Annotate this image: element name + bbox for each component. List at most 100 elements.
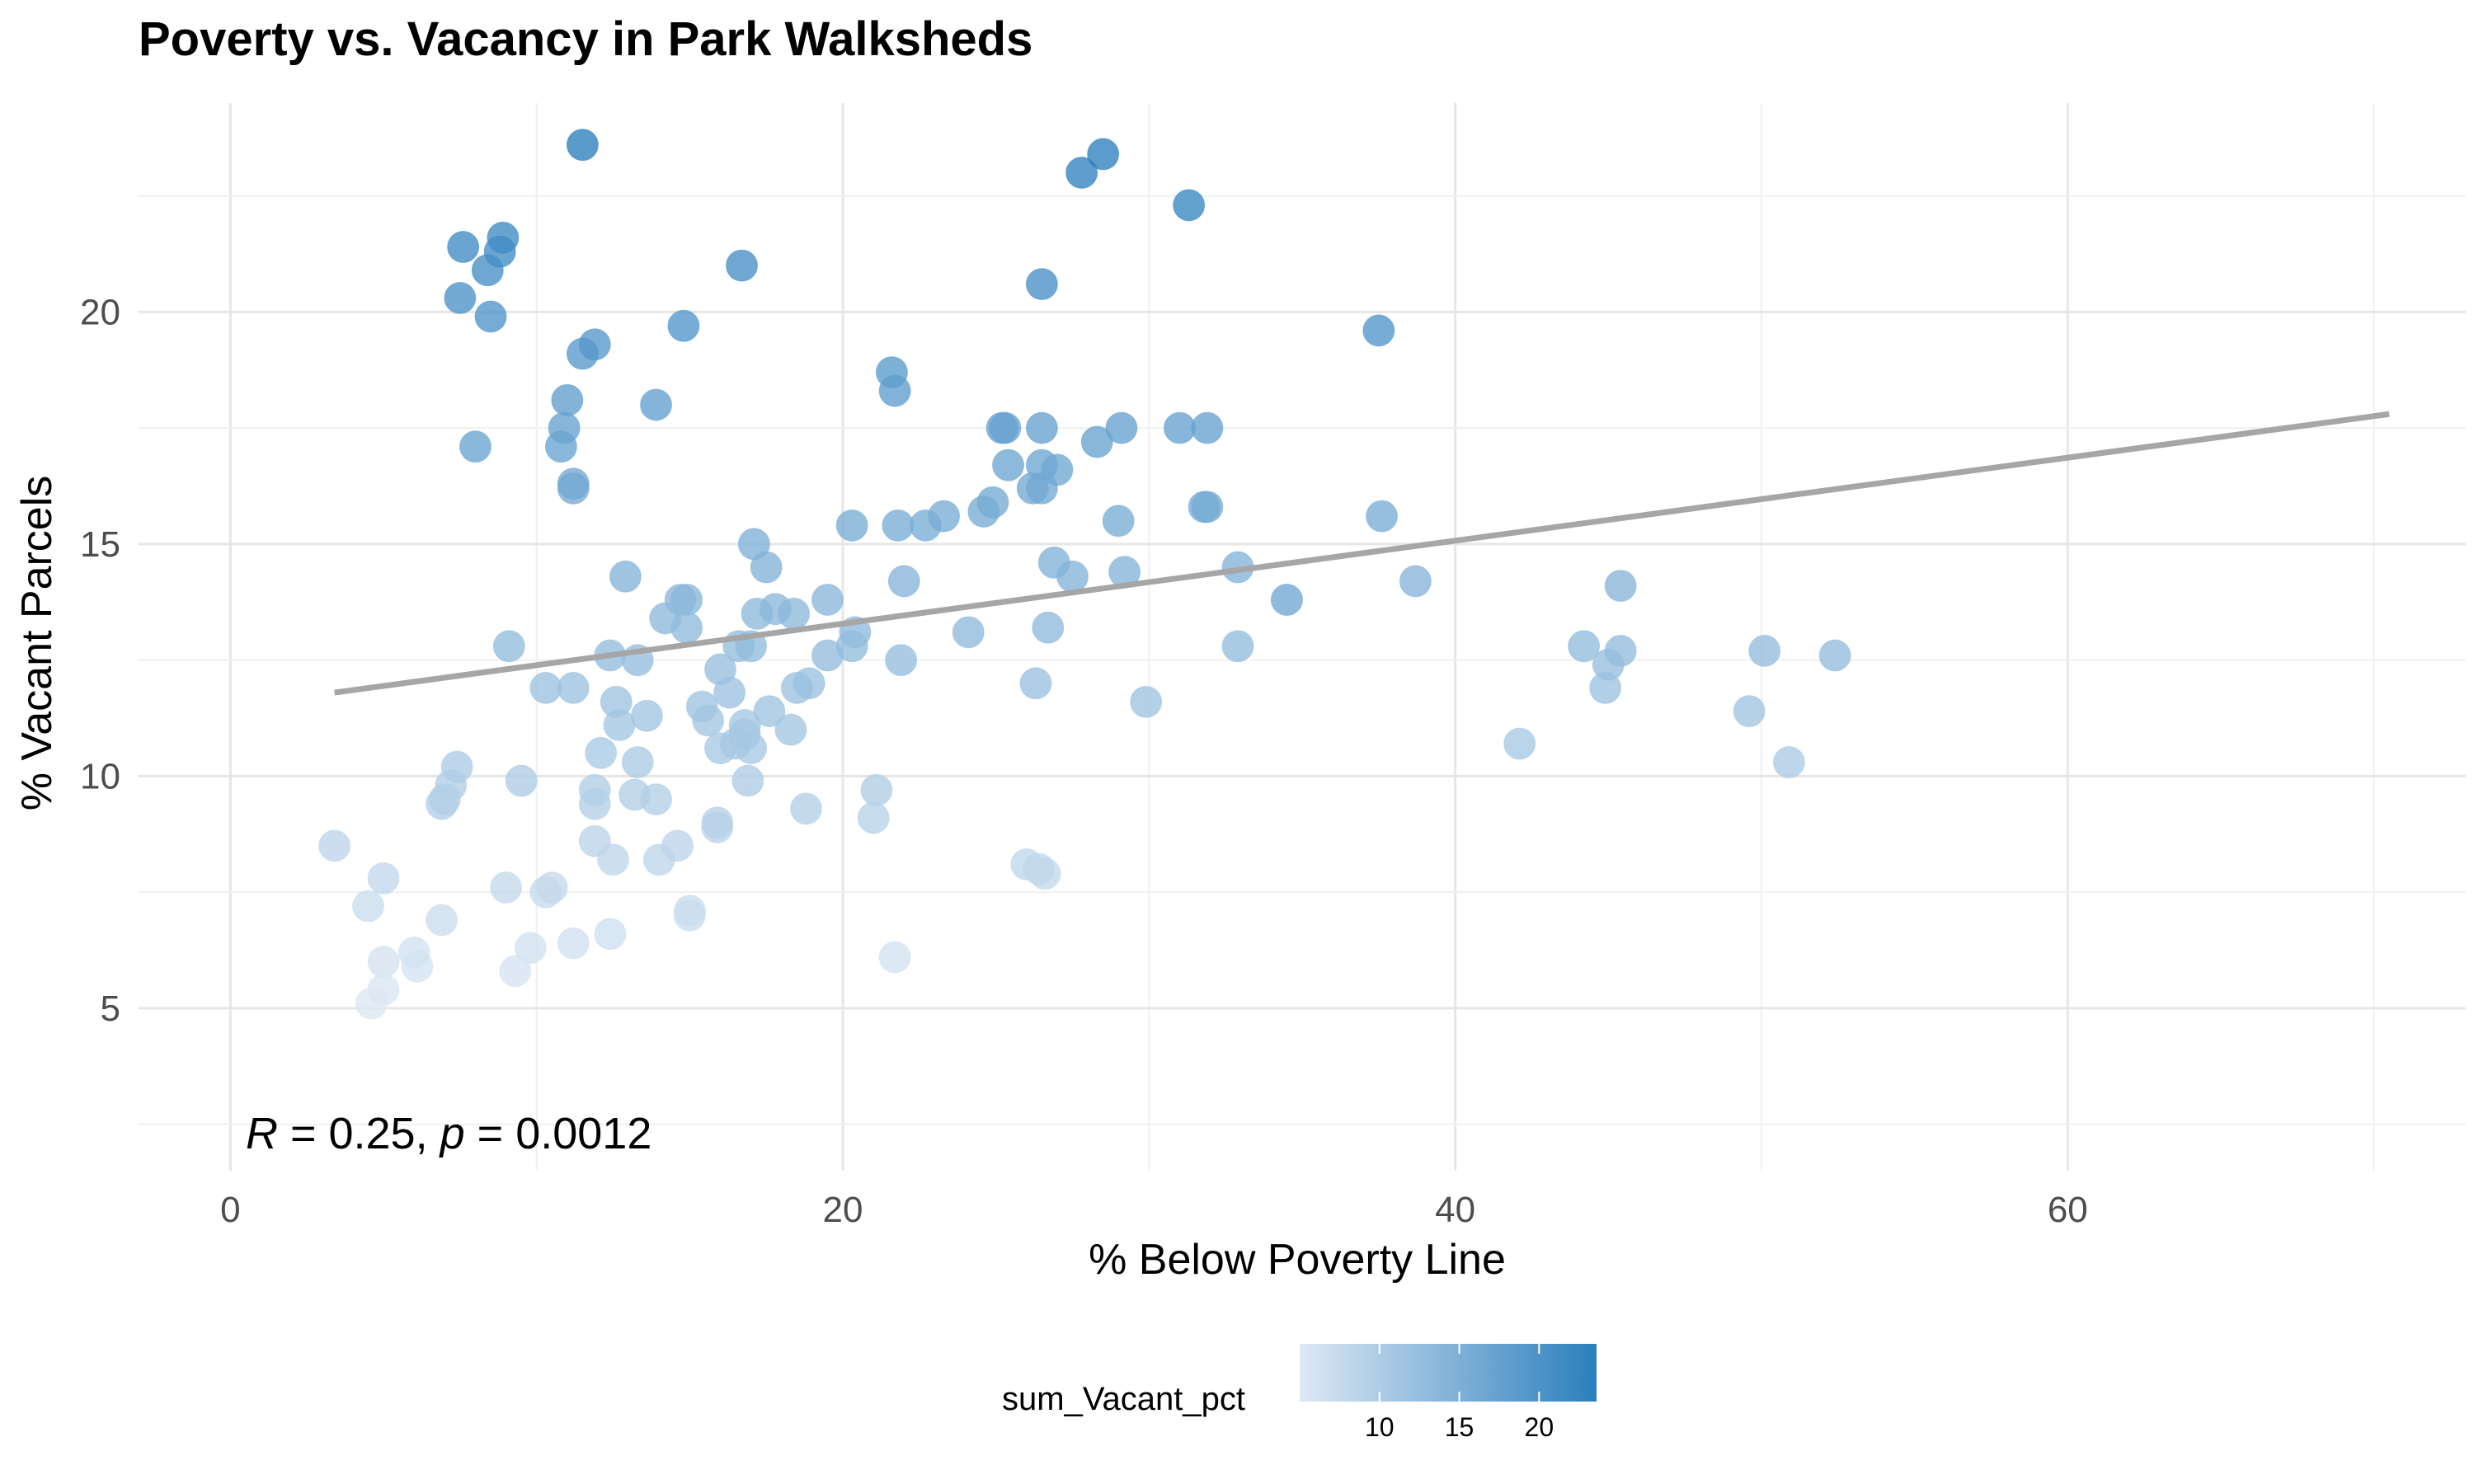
data-point	[529, 671, 562, 704]
data-point	[1399, 565, 1432, 598]
y-tick-label: 10	[80, 756, 120, 796]
legend-title: sum_Vacant_pct	[1002, 1381, 1245, 1417]
data-point	[1191, 491, 1224, 524]
data-point	[725, 249, 758, 282]
data-point	[578, 787, 611, 820]
data-point	[952, 616, 985, 649]
data-point	[459, 430, 492, 463]
y-tick-label: 5	[101, 989, 120, 1029]
y-axis-ticks: 5 10 15 20	[80, 292, 120, 1029]
data-point	[878, 374, 911, 407]
data-point	[1056, 560, 1089, 593]
data-point	[609, 560, 642, 593]
data-point	[857, 801, 890, 834]
data-point	[1270, 583, 1303, 616]
data-point	[1025, 268, 1058, 301]
data-point	[640, 388, 673, 421]
data-point	[1019, 667, 1052, 700]
x-tick-label: 20	[823, 1190, 863, 1230]
data-point	[621, 746, 654, 779]
data-point	[1221, 630, 1254, 663]
data-point	[318, 829, 351, 862]
data-point	[778, 597, 811, 630]
data-point	[535, 871, 568, 904]
data-point	[670, 611, 703, 644]
data-point	[835, 630, 868, 663]
data-point	[474, 300, 507, 333]
data-point	[444, 281, 477, 314]
data-point	[887, 565, 920, 598]
data-point	[557, 671, 590, 704]
x-tick-label: 60	[2048, 1190, 2088, 1230]
grid	[139, 103, 2466, 1171]
data-point	[490, 871, 523, 904]
x-tick-label: 0	[220, 1190, 240, 1230]
data-point	[557, 472, 590, 505]
data-point	[989, 411, 1022, 444]
data-point	[492, 630, 525, 663]
y-tick-label: 20	[80, 292, 120, 332]
data-point	[882, 509, 915, 542]
data-point	[367, 862, 400, 895]
data-point	[447, 231, 480, 264]
data-point	[505, 764, 538, 797]
y-tick-label: 15	[80, 524, 120, 565]
data-point	[753, 695, 786, 728]
data-point	[1130, 685, 1163, 718]
data-point	[967, 495, 1000, 528]
data-point	[673, 899, 706, 932]
data-point	[860, 773, 893, 806]
data-point	[667, 309, 700, 342]
data-point	[566, 129, 599, 162]
data-point	[471, 254, 504, 287]
chart-title: Poverty vs. Vacancy in Park Walksheds	[139, 12, 1033, 66]
data-point	[811, 583, 844, 616]
data-point	[713, 676, 746, 709]
data-point	[544, 430, 577, 463]
data-point	[1065, 156, 1098, 189]
data-point	[793, 667, 825, 700]
data-point	[909, 509, 942, 542]
x-axis-ticks: 0 20 40 60	[220, 1190, 2088, 1230]
data-point	[355, 987, 388, 1020]
legend-tick-label: 20	[1525, 1412, 1554, 1442]
legend-tick-label: 10	[1365, 1412, 1395, 1442]
data-point	[1604, 570, 1637, 603]
data-point	[603, 708, 636, 741]
data-point	[1604, 634, 1637, 667]
data-point	[835, 509, 868, 542]
data-point	[514, 932, 547, 965]
data-point	[640, 783, 673, 816]
data-point	[1818, 639, 1851, 672]
data-point	[1102, 505, 1135, 538]
data-point	[1173, 189, 1206, 222]
data-point	[1087, 138, 1120, 171]
data-point	[1568, 630, 1601, 663]
data-point	[750, 551, 783, 584]
data-point	[789, 792, 822, 825]
data-point	[578, 328, 611, 361]
x-axis-title: % Below Poverty Line	[1089, 1236, 1506, 1284]
data-point	[701, 806, 734, 839]
data-point	[351, 890, 384, 923]
data-point	[426, 904, 459, 937]
data-point	[992, 448, 1025, 481]
data-point	[1025, 411, 1058, 444]
legend-tick-label: 15	[1445, 1412, 1475, 1442]
data-point	[594, 918, 627, 951]
correlation-annotation: R = 0.25, p = 0.0012	[246, 1109, 651, 1158]
data-point	[661, 829, 694, 862]
data-point	[878, 941, 911, 974]
data-point	[585, 736, 618, 769]
data-point	[597, 843, 630, 876]
data-point	[735, 732, 768, 765]
legend-ticks: 10 15 20	[1365, 1344, 1554, 1442]
data-point	[1032, 611, 1065, 644]
y-axis-title: % Vacant Parcels	[13, 476, 61, 811]
data-point	[1025, 472, 1058, 505]
data-point	[1080, 425, 1113, 458]
data-point	[1191, 411, 1224, 444]
data-point	[557, 927, 590, 960]
data-point	[367, 946, 400, 979]
